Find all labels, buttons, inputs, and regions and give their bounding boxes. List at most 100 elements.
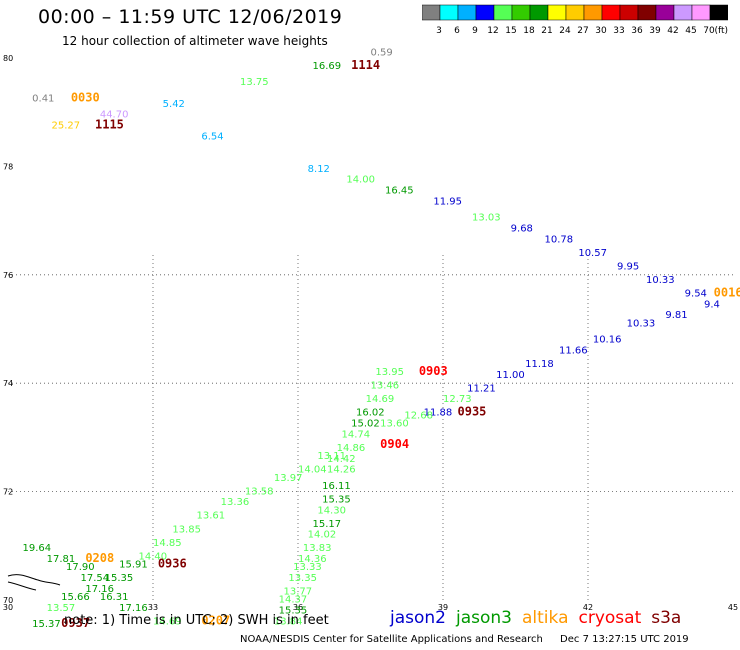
page-subtitle: 12 hour collection of altimeter wave hei… <box>62 34 328 48</box>
x-tick-label: 36 <box>293 603 303 612</box>
legend-tick-label: 18 <box>523 26 535 36</box>
wave-height-label: 15.02 <box>351 419 380 430</box>
credit-line: NOAA/NESDIS Center for Satellite Applica… <box>240 634 703 645</box>
x-tick-label: 45 <box>728 603 738 612</box>
wave-height-label: 11.18 <box>525 359 554 370</box>
wave-height-label: 9.54 <box>685 288 707 299</box>
pass-time-label: 1115 <box>95 117 124 131</box>
wave-height-label: 14.00 <box>346 175 375 186</box>
legend-tick-label: 27 <box>577 26 588 36</box>
wave-height-label: 13.03 <box>472 213 501 224</box>
wave-height-label: 15.17 <box>313 519 342 530</box>
wave-height-label: 19.64 <box>23 543 52 554</box>
wave-height-label: 13.57 <box>47 603 76 614</box>
color-scale-legend: 3 6 9 12 15 18 21 24 27 30 33 36 39 42 45 70 (ft) <box>422 4 728 36</box>
y-tick-label: 74 <box>3 379 13 388</box>
wave-height-label: 6.54 <box>201 131 223 142</box>
wave-height-label: 15.66 <box>61 592 90 603</box>
wave-height-label: 8.12 <box>308 164 330 175</box>
wave-height-label: 13.11 <box>317 451 346 462</box>
wave-height-label: 17.16 <box>85 584 114 595</box>
wave-height-label: 16.02 <box>356 408 385 419</box>
pass-time-label: 0030 <box>71 90 100 104</box>
wave-height-label: 13.35 <box>288 573 317 584</box>
credit-org: NOAA/NESDIS Center for Satellite Applica… <box>240 634 543 645</box>
satellite-jason2: jason2 <box>390 608 446 628</box>
legend-tick-label: 45 <box>685 26 696 36</box>
satellite-jason3: jason3 <box>456 608 512 628</box>
wave-height-label: 0.41 <box>32 93 54 104</box>
wave-height-label: 14.02 <box>308 530 337 541</box>
wave-height-label: 9.4 <box>704 299 720 310</box>
x-tick-label: 39 <box>438 603 448 612</box>
wave-height-label: 13.58 <box>245 486 274 497</box>
legend-tick-label: 15 <box>505 26 516 36</box>
wave-height-label: 10.78 <box>545 234 574 245</box>
pass-time-label: 0937 <box>61 616 90 630</box>
wave-height-label: 13.83 <box>303 543 332 554</box>
wave-height-label: 14.86 <box>337 443 366 454</box>
y-tick-label: 72 <box>3 488 13 497</box>
wave-height-label: 25.27 <box>52 120 81 131</box>
wave-height-label: 10.57 <box>578 248 607 259</box>
wave-height-label: 15.35 <box>279 606 308 617</box>
satellite-altika: altika <box>522 608 569 628</box>
pass-time-label: 0903 <box>419 364 448 378</box>
wave-height-label: 14.69 <box>366 394 395 405</box>
wave-height-label: 13.97 <box>274 473 303 484</box>
wave-height-label: 13.60 <box>380 419 409 430</box>
wave-height-label: 14.40 <box>139 551 168 562</box>
legend-swatch <box>709 4 728 21</box>
credit-time: Dec 7 13:27:15 UTC 2019 <box>560 634 689 645</box>
wave-height-label: 13.75 <box>240 77 269 88</box>
coastline <box>7 574 61 591</box>
wave-height-label: 11.66 <box>559 345 588 356</box>
wave-height-label: 15.35 <box>322 494 351 505</box>
legend-tick-label: 39 <box>649 26 661 36</box>
x-tick-label: 33 <box>148 603 158 612</box>
wave-height-label: 14.42 <box>327 454 356 465</box>
wave-height-label: 44.70 <box>100 110 129 121</box>
pass-time-label: 0904 <box>380 437 409 451</box>
page-title: 00:00 – 11:59 UTC 12/06/2019 <box>38 6 343 28</box>
wave-height-label: 13.46 <box>371 381 400 392</box>
wave-height-label: 11.00 <box>496 370 525 381</box>
wave-height-label: 14.04 <box>298 465 327 476</box>
legend-tick-label: 24 <box>559 26 571 36</box>
wave-height-label: 16.45 <box>385 186 414 197</box>
wave-height-label: 17.16 <box>119 603 148 614</box>
footnote: note: 1) Time is in UTC; 2) SWH is in fe… <box>64 613 329 628</box>
pass-time-label: 1114 <box>351 58 380 72</box>
wave-height-label: 15.35 <box>105 573 134 584</box>
legend-tick-label: (ft) <box>714 26 728 36</box>
wave-height-label: 14.30 <box>317 505 346 516</box>
wave-height-label: 16.31 <box>100 592 129 603</box>
x-tick-label: 30 <box>3 603 13 612</box>
wave-height-label: 15.91 <box>119 559 148 570</box>
x-tick-label: 42 <box>583 603 593 612</box>
pass-time-label: 0208 <box>85 551 114 565</box>
wave-height-label: 13.85 <box>172 524 201 535</box>
satellite-s3a: s3a <box>651 608 682 628</box>
wave-height-label: 12.68 <box>404 410 433 421</box>
y-tick-label: 78 <box>3 162 13 171</box>
pass-time-label: 0016 <box>714 285 740 299</box>
wave-height-label: 13.95 <box>375 367 404 378</box>
legend-tick-label: 6 <box>454 26 460 36</box>
wave-height-label: 14.74 <box>342 429 371 440</box>
pass-time-label: 0207 <box>201 613 230 627</box>
wave-height-label: 16.11 <box>322 481 351 492</box>
legend-tick-label: 70 <box>703 26 715 36</box>
legend-tick-label: 36 <box>631 26 643 36</box>
wave-height-label: 13.77 <box>284 587 313 598</box>
wave-height-label: 12.73 <box>443 394 472 405</box>
wave-height-label: 10.16 <box>593 335 622 346</box>
y-tick-label: 70 <box>3 596 13 605</box>
wave-height-label: 14.37 <box>279 595 308 606</box>
wave-height-label: 14.85 <box>153 538 182 549</box>
wave-height-label: 17.81 <box>47 554 76 565</box>
y-tick-label: 76 <box>3 271 13 280</box>
wave-height-label: 10.33 <box>627 318 656 329</box>
wave-height-label: 11.21 <box>467 383 496 394</box>
